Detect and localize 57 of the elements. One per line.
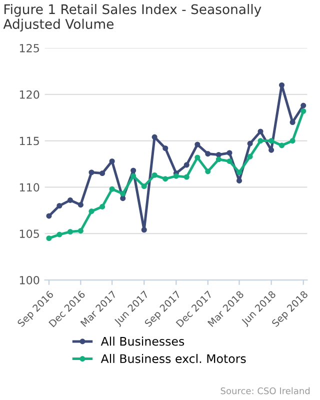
point <box>226 150 232 156</box>
point <box>152 172 158 178</box>
point <box>258 128 264 134</box>
point <box>278 142 285 148</box>
y-tick-label: 125 <box>20 44 39 52</box>
chart-title: Figure 1 Retail Sales Index - Seasonally Adjusted Volume <box>3 4 262 32</box>
point <box>130 173 136 179</box>
point <box>290 138 296 144</box>
point <box>216 156 222 162</box>
y-tick-label: 115 <box>20 136 39 146</box>
point <box>78 228 84 234</box>
point <box>247 154 253 160</box>
legend-label: All Businesses <box>100 336 184 346</box>
point <box>162 145 168 151</box>
point <box>236 170 242 176</box>
point <box>56 232 62 238</box>
point <box>278 82 285 88</box>
point <box>162 176 168 182</box>
point <box>184 174 190 180</box>
point <box>216 152 222 158</box>
point <box>141 227 147 233</box>
point <box>205 151 211 157</box>
point <box>109 158 115 164</box>
point <box>184 162 190 168</box>
point <box>109 186 115 192</box>
point <box>194 142 200 148</box>
point <box>46 213 52 219</box>
point <box>100 170 106 176</box>
point <box>205 168 211 174</box>
legend-label: All Business excl. Motors <box>100 354 246 364</box>
point <box>268 138 274 144</box>
y-tick-label: 110 <box>20 183 40 192</box>
point <box>226 158 232 164</box>
y-tick-label: 120 <box>20 90 40 99</box>
point <box>300 108 306 114</box>
point <box>100 204 106 210</box>
point <box>152 134 158 140</box>
point <box>67 197 74 203</box>
point <box>78 202 84 208</box>
point <box>141 183 147 190</box>
y-tick-label: 100 <box>20 276 40 284</box>
point <box>194 154 200 160</box>
point <box>67 228 74 235</box>
point <box>46 235 52 242</box>
point <box>258 138 264 144</box>
point <box>130 168 136 174</box>
point <box>88 170 94 176</box>
point <box>56 202 62 209</box>
source-note: Source: CSO Ireland <box>220 387 310 394</box>
point <box>120 196 126 202</box>
y-tick-label: 105 <box>20 230 39 238</box>
point <box>120 190 126 196</box>
point <box>247 140 253 146</box>
point <box>173 173 179 179</box>
point <box>300 102 306 108</box>
point <box>88 208 94 214</box>
point <box>268 147 274 153</box>
